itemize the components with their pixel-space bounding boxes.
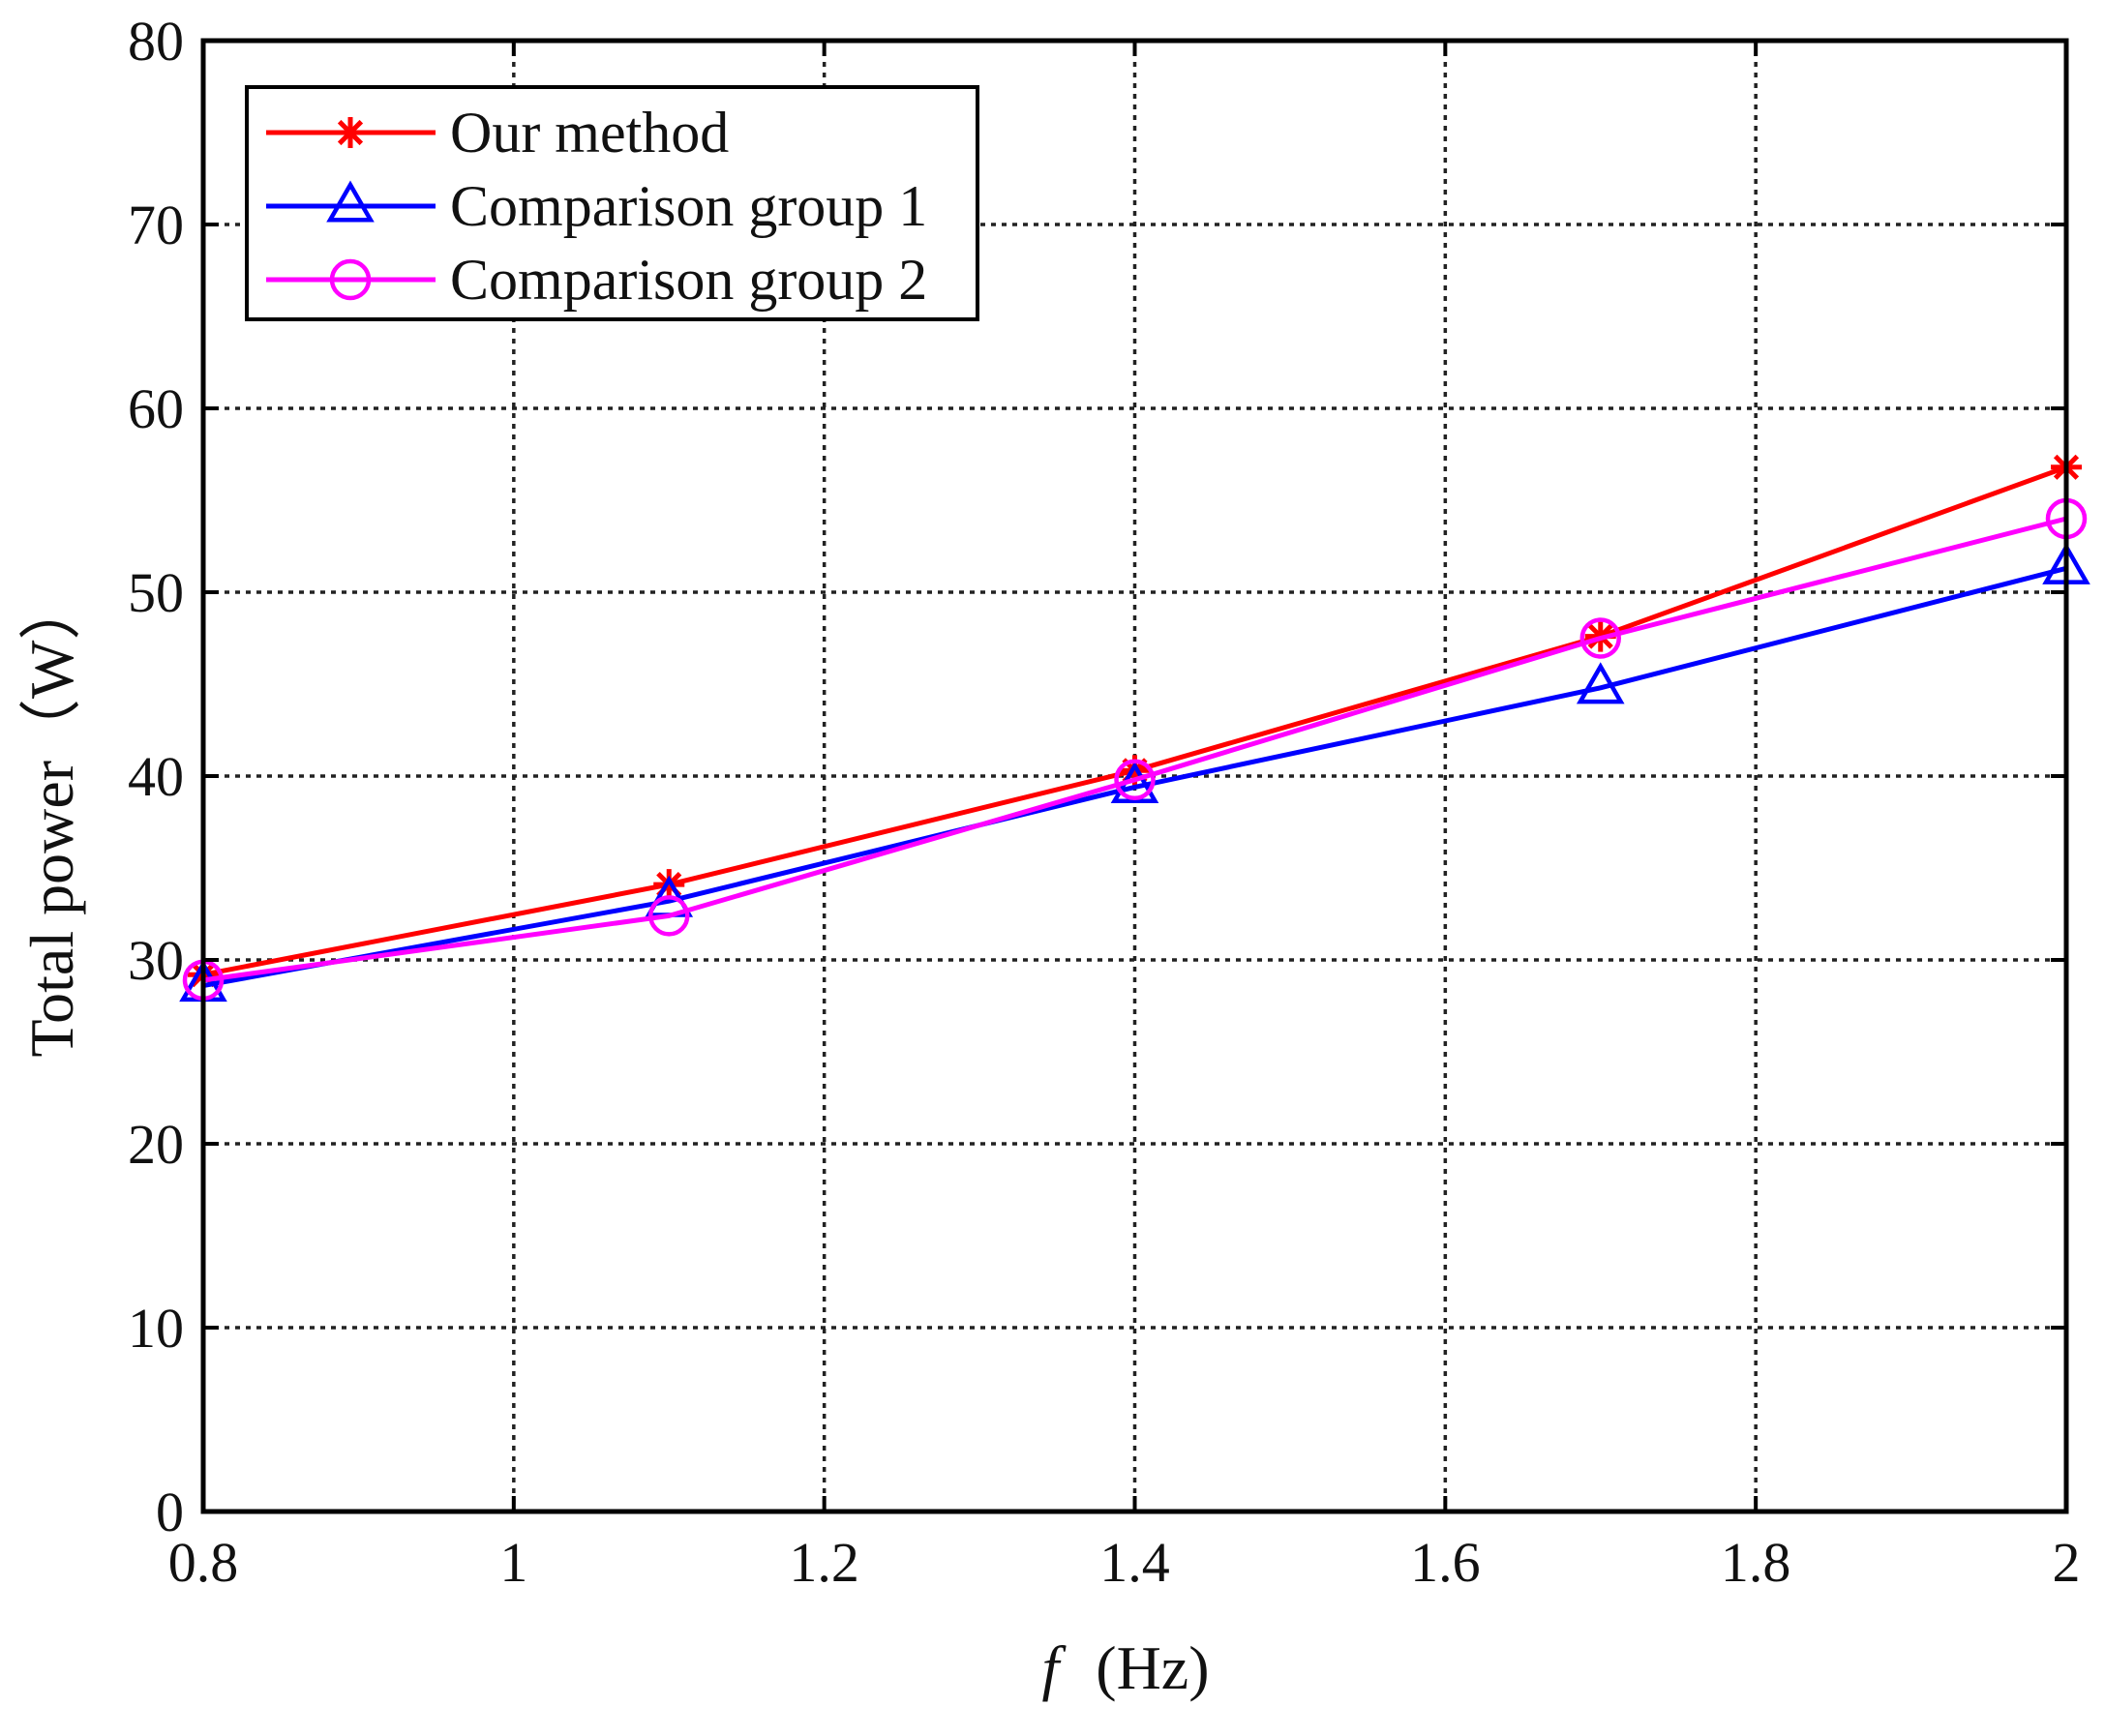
legend-marker <box>335 117 366 148</box>
x-axis-label-unit: (Hz) <box>1096 1633 1209 1702</box>
data-point-marker <box>648 895 690 937</box>
x-tick-label: 1 <box>499 1531 527 1594</box>
x-tick-label: 2 <box>2053 1531 2081 1594</box>
x-axis-label: f (Hz) <box>1041 1633 1209 1702</box>
x-tick-label: 1.4 <box>1099 1531 1170 1594</box>
y-tick-label: 10 <box>128 1297 184 1360</box>
x-tick-labels: 0.8 1 1.2 1.4 1.6 1.8 2 <box>168 1531 2081 1594</box>
x-tick-label: 1.8 <box>1721 1531 1791 1594</box>
legend-marker <box>329 258 372 301</box>
legend-label: Comparison group 1 <box>450 174 927 238</box>
data-point-marker <box>1579 617 1621 659</box>
y-tick-label: 40 <box>128 745 184 808</box>
axis-ticks <box>201 39 2068 1513</box>
y-tick-label: 30 <box>128 929 184 992</box>
y-tick-label: 50 <box>128 561 184 624</box>
legend-item: Comparison group 2 <box>266 248 927 312</box>
legend-item: Our method <box>266 101 729 165</box>
series-line <box>202 516 2067 983</box>
x-axis-label-symbol: f <box>1041 1633 1067 1702</box>
legend-marker-stroke <box>337 119 364 146</box>
y-tick-label: 0 <box>156 1481 184 1543</box>
x-tick-label: 0.8 <box>168 1531 239 1594</box>
legend: Our method Comparison group 1 Comparison g… <box>245 85 979 321</box>
y-tick-label: 70 <box>128 194 184 256</box>
y-tick-label: 60 <box>128 377 184 440</box>
data-point-marker <box>1114 759 1156 801</box>
x-tick-label: 1.2 <box>789 1531 859 1594</box>
series-2 <box>179 542 2090 1003</box>
series-line <box>202 565 2067 989</box>
y-tick-label: 80 <box>128 10 184 73</box>
legend-marker <box>326 180 375 223</box>
data-point-marker <box>1576 662 1625 704</box>
legend-label: Our method <box>450 101 729 165</box>
legend-item: Comparison group 1 <box>266 174 927 238</box>
y-tick-labels: 0 10 20 30 40 50 60 70 80 <box>128 10 184 1543</box>
legend-label: Comparison group 2 <box>450 248 927 312</box>
y-axis-label: Total power（W） <box>17 579 86 1058</box>
x-tick-label: 1.6 <box>1410 1531 1481 1594</box>
y-tick-label: 20 <box>128 1113 184 1176</box>
